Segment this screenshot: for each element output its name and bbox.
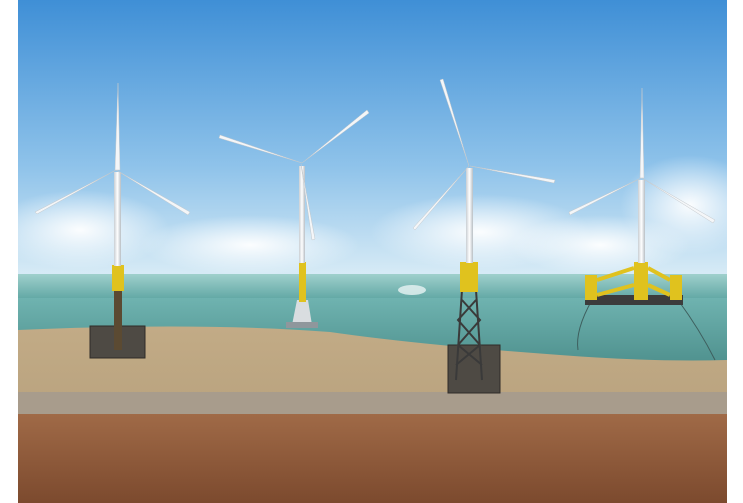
rotor [34,82,191,216]
blade [412,165,470,231]
pile [114,290,122,350]
mooring-line [677,299,716,361]
float-column [670,275,682,300]
center-column [634,262,648,300]
turbine-monopile [34,82,191,359]
cloud [140,215,360,275]
tower [466,168,473,263]
blade [641,177,716,224]
blade [218,134,303,164]
gravity-base [292,300,312,325]
turbine-gravity [218,109,370,328]
blade [568,177,642,216]
jacket [455,289,483,381]
transition-piece [299,262,306,302]
float-column [585,275,597,300]
rotor [218,109,370,241]
gravel-layer [18,392,727,416]
splash [398,285,426,295]
blade [469,165,556,184]
blade [115,169,191,216]
base-plate [286,322,318,328]
soil-layer [18,414,727,503]
blade [34,169,117,215]
blade [439,78,470,167]
rotor [568,87,716,224]
blade [114,82,121,171]
tower [114,172,121,266]
tower [638,180,645,263]
tower [299,166,305,263]
transition-piece [112,265,124,291]
turbine-jacket [412,78,556,394]
rotor [412,78,556,231]
braces [596,266,671,297]
blade [301,109,370,164]
turbine-floating [568,87,716,361]
cloud [510,215,690,275]
transition-piece [460,262,478,292]
lattice [455,289,483,381]
blade [300,163,316,241]
